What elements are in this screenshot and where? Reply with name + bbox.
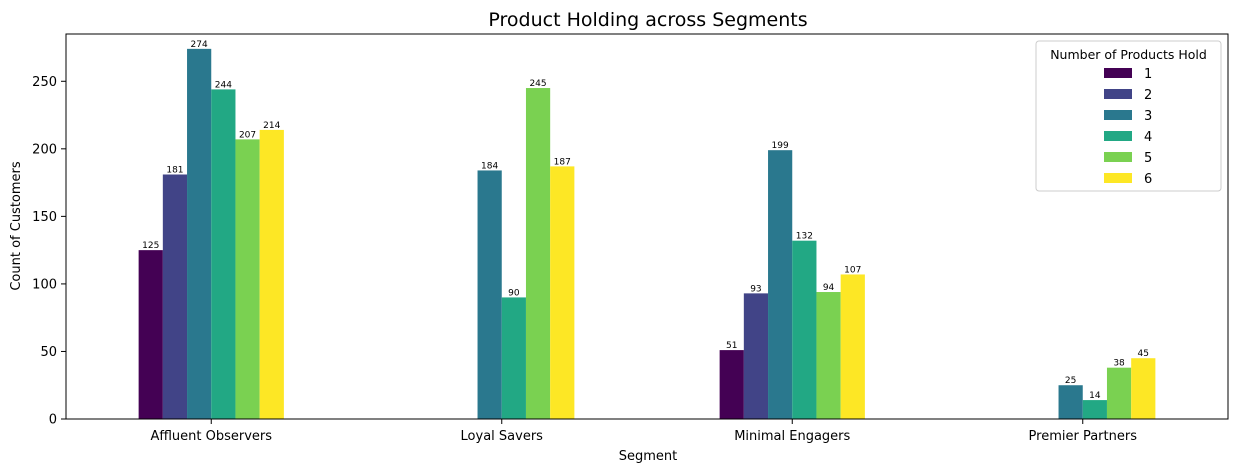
- x-tick-label: Minimal Engagers: [734, 429, 850, 444]
- data-label: 274: [191, 40, 208, 50]
- legend-label: 2: [1144, 88, 1152, 103]
- data-label: 184: [481, 161, 498, 171]
- bar: [1082, 400, 1107, 419]
- data-label: 245: [529, 79, 546, 89]
- bars-group: [138, 48, 1156, 420]
- bar: [211, 89, 236, 419]
- legend-label: 1: [1144, 67, 1152, 82]
- bar: [501, 297, 526, 419]
- legend-swatch: [1104, 68, 1132, 78]
- data-label: 25: [1065, 376, 1076, 386]
- data-label: 214: [263, 121, 280, 131]
- data-label: 187: [554, 157, 571, 167]
- bar: [477, 170, 502, 419]
- x-tick-label: Loyal Savers: [461, 429, 544, 444]
- bar: [187, 48, 212, 420]
- bar: [816, 292, 841, 419]
- legend-label: 5: [1144, 151, 1152, 166]
- legend-swatch: [1104, 152, 1132, 162]
- bar: [719, 350, 744, 419]
- x-tick-label: Affluent Observers: [150, 429, 272, 444]
- data-label: 94: [823, 283, 835, 293]
- bar: [792, 240, 817, 419]
- legend-swatch: [1104, 131, 1132, 141]
- x-tick-label: Premier Partners: [1029, 429, 1138, 444]
- data-label: 125: [142, 241, 159, 251]
- y-tick-label: 100: [32, 277, 57, 292]
- data-label: 132: [796, 232, 813, 242]
- data-labels-group: 1255118193274184199252449013214207245943…: [142, 40, 1149, 401]
- data-label: 244: [215, 80, 232, 90]
- y-axis: 0 50 100 150 200 250: [32, 75, 66, 428]
- data-label: 51: [726, 341, 737, 351]
- y-tick-label: 200: [32, 142, 57, 157]
- y-tick-label: 150: [32, 210, 57, 225]
- plot-frame: [65, 33, 1229, 420]
- bar: [235, 139, 260, 419]
- data-label: 93: [750, 284, 761, 294]
- bar: [525, 88, 551, 419]
- legend-label: 3: [1144, 109, 1152, 124]
- y-tick-label: 50: [40, 345, 57, 360]
- data-label: 90: [508, 288, 520, 298]
- data-label: 45: [1138, 349, 1149, 359]
- chart-title: Product Holding across Segments: [488, 9, 807, 31]
- legend: Number of Products Hold 1 2 3 4 5 6: [1035, 40, 1222, 192]
- bar: [1058, 385, 1083, 419]
- legend-swatch: [1104, 89, 1132, 99]
- bar: [138, 250, 163, 419]
- bar: [1106, 367, 1132, 419]
- data-label: 181: [166, 165, 183, 175]
- bar: [1131, 358, 1156, 419]
- data-label: 38: [1113, 359, 1125, 369]
- bar: [743, 293, 769, 419]
- bar: [550, 166, 575, 419]
- legend-swatch: [1104, 173, 1132, 183]
- bar: [768, 150, 793, 419]
- x-axis: Affluent Observers Loyal Savers Minimal En…: [150, 419, 1137, 444]
- bar: [162, 174, 188, 419]
- legend-label: 4: [1144, 130, 1152, 145]
- data-label: 107: [844, 265, 861, 275]
- data-label: 199: [772, 141, 789, 151]
- y-axis-title: Count of Customers: [9, 161, 24, 291]
- x-axis-title: Segment: [619, 449, 678, 464]
- legend-label: 6: [1144, 172, 1152, 187]
- legend-title: Number of Products Hold: [1050, 47, 1207, 62]
- bar: [840, 274, 865, 419]
- data-label: 14: [1089, 391, 1101, 401]
- data-label: 207: [239, 130, 256, 140]
- bar: [259, 129, 284, 419]
- y-tick-label: 0: [49, 413, 57, 428]
- legend-swatch: [1104, 110, 1132, 120]
- y-tick-label: 250: [32, 75, 57, 90]
